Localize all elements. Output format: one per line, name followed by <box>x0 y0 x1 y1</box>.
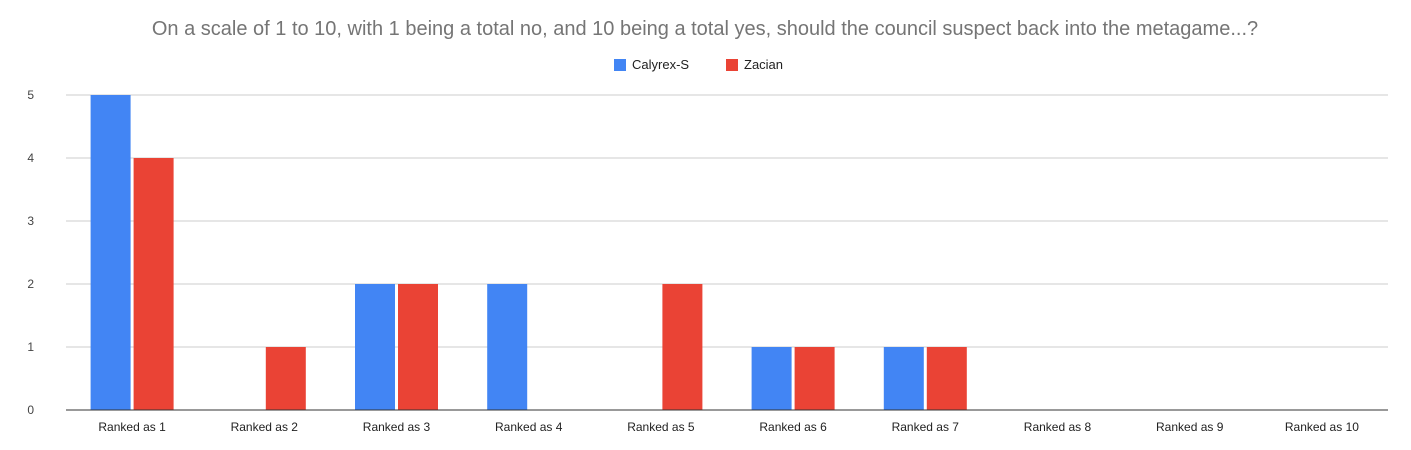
y-tick-label: 0 <box>27 403 34 417</box>
bar-zacian-1 <box>133 158 174 410</box>
bar-zacian-2 <box>265 347 306 410</box>
y-axis: 0 1 2 3 4 5 <box>27 88 34 417</box>
gridlines <box>66 94 1388 348</box>
y-tick-label: 5 <box>27 88 34 102</box>
bar-calyrex-s-4 <box>487 284 528 410</box>
bar-zacian-6 <box>794 347 835 410</box>
x-tick-label: Ranked as 10 <box>1285 420 1359 434</box>
x-tick-label: Ranked as 4 <box>495 420 563 434</box>
y-tick-label: 2 <box>27 277 34 291</box>
y-tick-label: 3 <box>27 214 34 228</box>
x-tick-label: Ranked as 5 <box>627 420 695 434</box>
x-axis: Ranked as 1 Ranked as 2 Ranked as 3 Ranked … <box>66 409 1388 434</box>
x-tick-label: Ranked as 3 <box>363 420 431 434</box>
legend-swatch-zacian <box>726 59 738 71</box>
legend: Calyrex-S Zacian <box>614 57 783 72</box>
chart-title: On a scale of 1 to 10, with 1 being a to… <box>152 18 1258 40</box>
legend-label-calyrex-s: Calyrex-S <box>632 57 689 72</box>
x-tick-label: Ranked as 8 <box>1024 420 1092 434</box>
legend-swatch-calyrex-s <box>614 59 626 71</box>
x-tick-label: Ranked as 6 <box>759 420 827 434</box>
x-tick-label: Ranked as 2 <box>231 420 299 434</box>
x-tick-label: Ranked as 9 <box>1156 420 1224 434</box>
bar-calyrex-s-7 <box>883 347 924 410</box>
bar-zacian-3 <box>398 284 438 410</box>
x-tick-label: Ranked as 1 <box>98 420 166 434</box>
y-tick-label: 1 <box>27 340 34 354</box>
y-tick-label: 4 <box>27 151 34 165</box>
x-tick-label: Ranked as 7 <box>892 420 960 434</box>
bar-zacian-7 <box>926 347 967 410</box>
bars <box>90 95 967 410</box>
bar-calyrex-s-6 <box>751 347 792 410</box>
bar-zacian-5 <box>662 284 703 410</box>
bar-calyrex-s-1 <box>90 95 131 410</box>
bar-calyrex-s-3 <box>355 284 395 410</box>
legend-label-zacian: Zacian <box>744 57 783 72</box>
